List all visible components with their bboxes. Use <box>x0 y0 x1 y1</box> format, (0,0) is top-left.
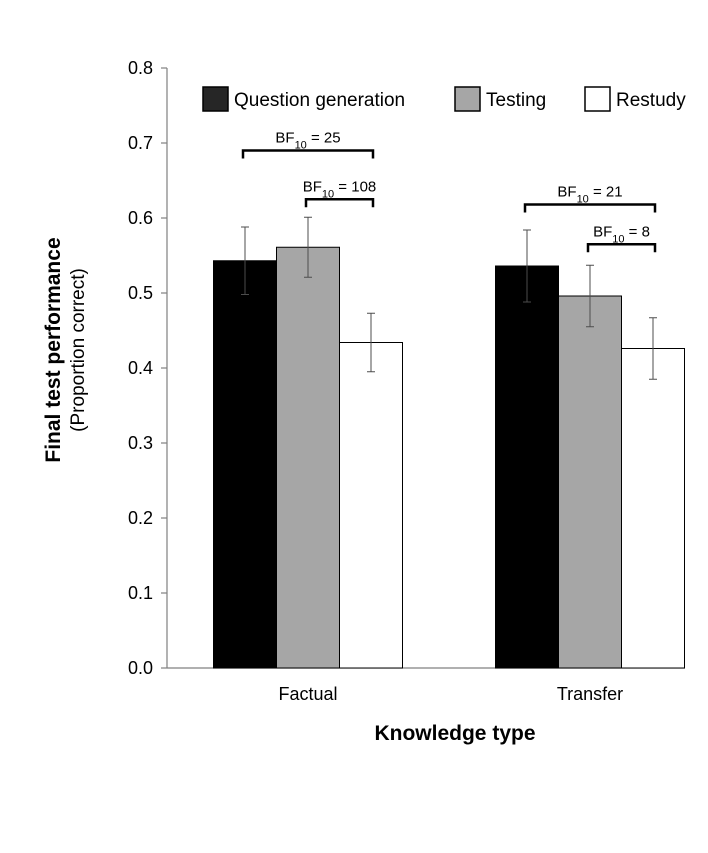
bar <box>558 295 622 669</box>
y-axis-subtitle: (Proportion correct) <box>68 268 89 432</box>
bar <box>495 265 559 669</box>
bayes-factor-label: BF10 = 25 <box>275 130 340 152</box>
legend-label: Restudy <box>616 90 686 111</box>
bayes-factor-label: BF10 = 108 <box>303 178 377 200</box>
y-tick-label: 0.4 <box>128 358 153 378</box>
bar <box>621 348 685 669</box>
y-axis-title: Final test performance <box>42 237 65 462</box>
bayes-factor-label: BF10 = 8 <box>593 223 650 245</box>
bayes-factor-label: BF10 = 21 <box>557 184 622 206</box>
annotation-layer: BF10 = 25 BF10 = 108 BF10 = 21 BF10 = 8 <box>241 130 657 253</box>
y-tick-label: 0.1 <box>128 583 153 603</box>
y-tick-label: 0.8 <box>128 58 153 78</box>
legend-swatch <box>202 86 229 112</box>
y-tick-label: 0.6 <box>128 208 153 228</box>
significance-bracket <box>241 149 375 159</box>
axis-titles: Final test performance (Proportion correc… <box>42 237 536 745</box>
y-tick-label: 0.7 <box>128 133 153 153</box>
y-tick-label: 0.3 <box>128 433 153 453</box>
y-tick-label: 0.5 <box>128 283 153 303</box>
legend-swatch <box>584 86 611 112</box>
significance-bracket <box>304 198 375 208</box>
x-tick-label: Transfer <box>557 684 623 704</box>
bar <box>213 260 277 669</box>
y-tick-label: 0.2 <box>128 508 153 528</box>
bar <box>339 342 403 669</box>
bar <box>276 246 340 669</box>
x-axis-title: Knowledge type <box>374 722 535 745</box>
significance-bracket <box>586 243 657 253</box>
axes-layer: 0.0 0.1 0.2 0.3 0.4 0.5 0.6 0.7 0.8 Factual Transf… <box>128 58 685 704</box>
legend-label: Testing <box>486 90 546 111</box>
significance-bracket <box>523 203 657 213</box>
legend: Question generation Testing Restudy <box>202 86 686 112</box>
bars-layer <box>213 216 685 669</box>
y-tick-label: 0.0 <box>128 658 153 678</box>
legend-swatch <box>454 86 481 112</box>
x-tick-label: Factual <box>278 684 337 704</box>
legend-label: Question generation <box>234 90 405 111</box>
